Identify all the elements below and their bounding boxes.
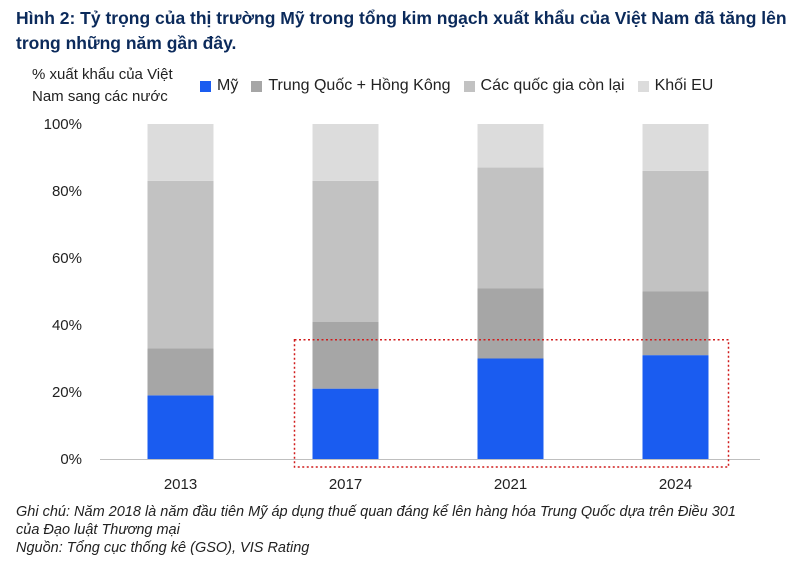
bar-2017-series-0 — [312, 388, 379, 459]
y-tick-label: 40% — [52, 317, 82, 334]
x-tick-label: 2024 — [659, 476, 692, 493]
x-tick-label: 2013 — [164, 476, 197, 493]
bar-2013-series-2 — [147, 180, 214, 349]
bar-2021-series-3 — [477, 124, 544, 168]
legend-item-trung-quoc: Trung Quốc + Hồng Kông — [251, 77, 451, 95]
legend-label-con-lai: Các quốc gia còn lại — [480, 77, 625, 94]
bar-2017-series-2 — [312, 180, 379, 322]
bar-2024-series-2 — [642, 170, 709, 292]
bar-2021-series-2 — [477, 167, 544, 289]
bar-2021-series-1 — [477, 288, 544, 359]
note-line-1: Ghi chú: Năm 2018 là năm đầu tiên Mỹ áp … — [16, 504, 736, 520]
x-tick-label: 2017 — [329, 476, 362, 493]
y-tick-label: 80% — [52, 183, 82, 200]
legend-swatch-con-lai — [463, 80, 475, 92]
legend-label-trung-quoc: Trung Quốc + Hồng Kông — [268, 77, 451, 94]
legend-swatch-my — [200, 80, 211, 92]
legend-swatch-trung-quoc — [251, 80, 263, 92]
legend-label-eu: Khối EU — [654, 77, 714, 94]
bar-2017-series-1 — [312, 321, 379, 389]
bar-2013-series-3 — [147, 124, 214, 181]
bar-2013-series-1 — [147, 348, 214, 396]
legend: Mỹ Trung Quốc + Hồng Kông Các quốc gia c… — [200, 77, 726, 95]
legend-item-my: Mỹ — [200, 77, 238, 95]
y-tick-label: 100% — [44, 116, 82, 133]
bar-2024-series-3 — [642, 124, 709, 171]
source-line: Nguồn: Tổng cục thống kê (GSO), VIS Rati… — [16, 540, 310, 556]
y-axis-label: % xuất khẩu của Việt Nam sang các nước — [32, 66, 173, 105]
y-tick-label: 60% — [52, 250, 82, 267]
legend-swatch-eu — [637, 80, 649, 92]
note-line-2: của Đạo luật Thương mại — [16, 522, 180, 538]
bar-2024-series-0 — [642, 355, 709, 459]
chart-title: Hình 2: Tỷ trọng của thị trường Mỹ trong… — [16, 8, 787, 53]
bar-2021-series-0 — [477, 358, 544, 459]
bar-2013-series-0 — [147, 395, 214, 459]
legend-item-con-lai: Các quốc gia còn lại — [463, 77, 625, 95]
y-tick-label: 0% — [60, 451, 82, 468]
bar-2024-series-1 — [642, 291, 709, 356]
legend-item-eu: Khối EU — [637, 77, 714, 95]
y-tick-label: 20% — [52, 384, 82, 401]
bar-2017-series-3 — [312, 124, 379, 181]
footnotes: Ghi chú: Năm 2018 là năm đầu tiên Mỹ áp … — [16, 503, 806, 557]
highlight-box — [293, 339, 730, 468]
x-tick-label: 2021 — [494, 476, 527, 493]
legend-label-my: Mỹ — [217, 77, 239, 94]
